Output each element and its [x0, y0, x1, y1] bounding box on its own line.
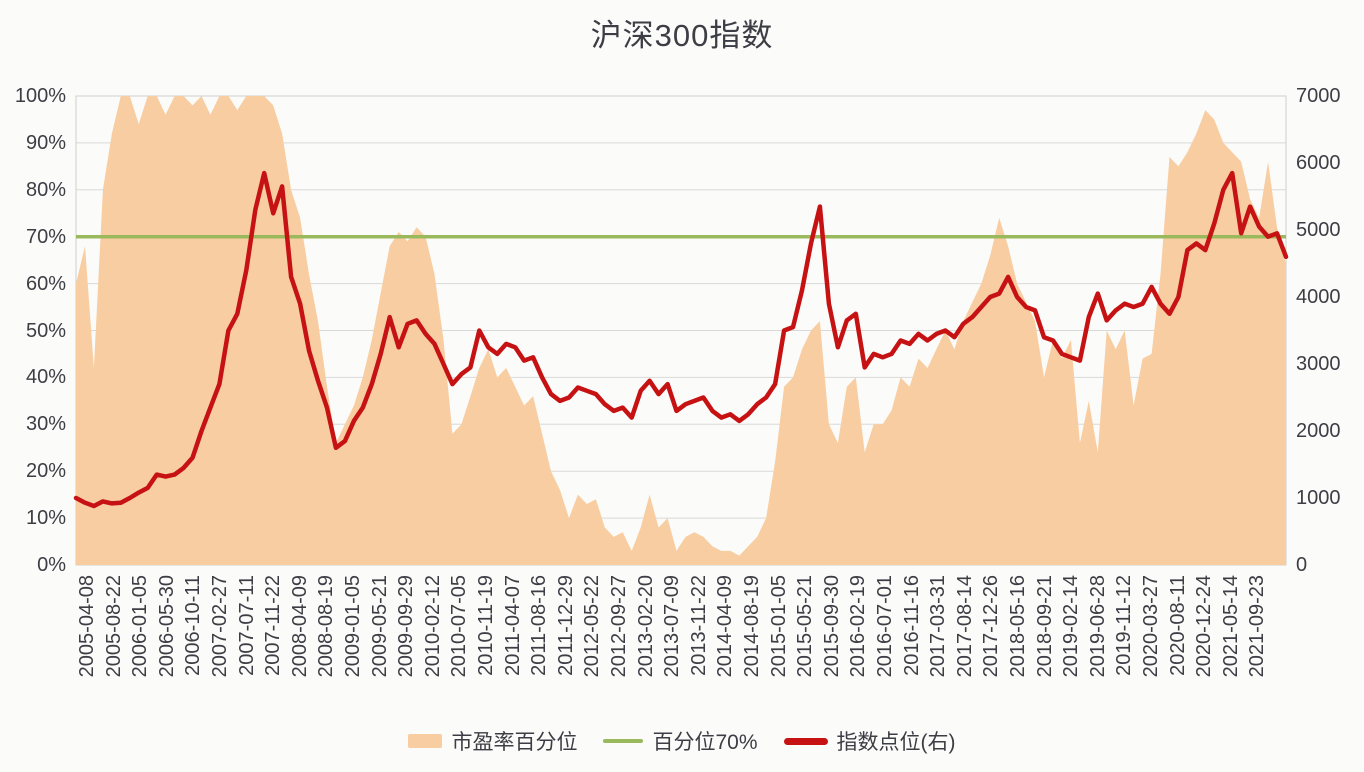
x-axis-label: 2009-01-05 [342, 575, 364, 678]
right-axis-label: 4000 [1296, 286, 1341, 308]
x-axis-label: 2010-02-12 [421, 575, 444, 678]
x-axis-label: 2018-09-21 [1033, 575, 1056, 678]
x-axis-label: 2006-10-11 [182, 575, 205, 676]
left-axis-label: 80% [25, 179, 66, 201]
pe-percentile-area [76, 96, 1286, 565]
right-axis-label: 5000 [1296, 219, 1341, 241]
x-axis-label: 2006-05-30 [155, 575, 178, 678]
right-axis-label: 1000 [1296, 487, 1341, 509]
x-axis-label: 2017-12-26 [980, 575, 1003, 678]
right-axis-label: 0 [1296, 554, 1308, 576]
x-axis-label: 2013-11-22 [687, 575, 710, 676]
x-axis-label: 2008-04-09 [288, 575, 311, 678]
legend-label-percentile-70: 百分位70% [652, 731, 758, 754]
x-axis-label: 2011-12-29 [554, 575, 577, 676]
left-axis-label: 0% [37, 554, 66, 576]
x-axis-label: 2014-04-09 [714, 575, 737, 678]
x-axis-label: 2020-12-24 [1193, 575, 1216, 678]
left-axis-label: 100% [14, 85, 66, 107]
left-axis-label: 50% [25, 320, 66, 342]
x-axis-label: 2016-07-01 [874, 575, 896, 678]
x-axis-label: 2008-08-19 [315, 575, 338, 678]
x-axis-label: 2021-09-23 [1246, 575, 1269, 678]
x-axis-label: 2014-08-19 [741, 575, 763, 678]
x-axis-label: 2016-11-16 [900, 575, 923, 676]
left-axis-label: 70% [25, 226, 66, 248]
chart-title: 沪深300指数 [590, 18, 774, 53]
legend-item-percentile-70: 百分位70% [603, 726, 758, 756]
left-axis-label: 40% [25, 366, 66, 388]
x-axis-label: 2009-09-29 [395, 575, 418, 678]
x-axis-label: 2010-11-19 [475, 575, 497, 676]
x-axis-label: 2007-11-22 [262, 575, 285, 676]
x-axis-label: 2006-01-05 [129, 575, 152, 678]
x-axis-label: 2019-02-14 [1060, 575, 1083, 678]
left-axis-label: 30% [25, 413, 66, 435]
x-axis-label: 2015-01-05 [767, 575, 790, 678]
x-axis-label: 2015-05-21 [794, 575, 817, 678]
x-axis-label: 2005-08-22 [102, 575, 125, 678]
x-axis-label: 2016-02-19 [847, 575, 870, 678]
x-axis-label: 2011-08-16 [528, 575, 551, 676]
x-axis-label: 2011-04-07 [501, 575, 524, 676]
x-axis-label: 2019-11-12 [1113, 575, 1136, 676]
green-line-swatch-icon [603, 739, 644, 743]
x-axis-label: 2019-06-28 [1086, 575, 1109, 678]
legend-label-index-points: 指数点位(右) [836, 731, 956, 754]
red-line-swatch-icon [783, 737, 828, 745]
right-axis-label: 6000 [1296, 152, 1341, 174]
x-axis-label: 2009-05-21 [368, 575, 391, 678]
legend-item-index-points: 指数点位(右) [783, 726, 956, 756]
left-axis-label: 10% [25, 507, 66, 529]
x-axis-label: 2017-08-14 [953, 575, 976, 678]
x-axis-label: 2007-02-27 [209, 575, 231, 678]
right-axis-label: 7000 [1296, 85, 1341, 107]
right-axis-label: 3000 [1296, 353, 1341, 375]
x-axis-label: 2012-09-27 [608, 575, 630, 678]
x-axis-label: 2013-02-20 [634, 575, 657, 678]
x-axis-label: 2021-05-14 [1219, 575, 1242, 678]
x-axis-label: 2005-04-08 [76, 575, 98, 678]
x-axis-label: 2013-07-09 [661, 575, 684, 678]
x-axis-label: 2018-05-16 [1007, 575, 1029, 678]
legend: 市盈率百分位 百分位70% 指数点位(右) [0, 726, 1364, 756]
legend-label-pe-percentile: 市盈率百分位 [451, 731, 578, 754]
x-axis-label: 2015-09-30 [820, 575, 843, 678]
index-points-line [73, 170, 1289, 509]
x-axis-label: 2020-03-27 [1140, 575, 1162, 678]
area-swatch-icon [408, 734, 443, 748]
x-axis-label: 2012-05-22 [581, 575, 604, 678]
x-axis-label: 2017-03-31 [927, 575, 950, 678]
legend-item-pe-percentile: 市盈率百分位 [408, 726, 577, 756]
x-axis-label: 2020-08-11 [1166, 575, 1189, 676]
left-axis-label: 20% [25, 460, 66, 482]
right-axis-label: 2000 [1296, 420, 1341, 442]
left-axis-label: 90% [25, 132, 66, 154]
x-axis-label: 2007-07-11 [235, 575, 258, 676]
x-axis-label: 2010-07-05 [448, 575, 471, 678]
left-axis-label: 60% [25, 273, 66, 295]
